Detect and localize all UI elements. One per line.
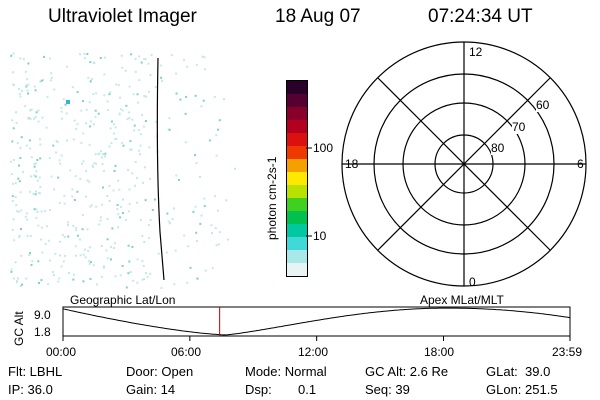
colorbar-tick-100: 100 bbox=[313, 141, 334, 155]
colorbar-band bbox=[287, 94, 307, 107]
time-label: 07:24:34 UT bbox=[428, 6, 533, 27]
colorbar-band bbox=[287, 185, 307, 198]
colorbar-tick-mark-100 bbox=[306, 147, 312, 149]
auroral-image-geographic bbox=[10, 52, 236, 289]
date-label: 18 Aug 07 bbox=[275, 6, 361, 27]
timeline-ticks bbox=[62, 336, 571, 341]
polar-mlt-plot bbox=[341, 41, 587, 287]
gain-value: Gain: 14 bbox=[126, 382, 176, 397]
colorbar-band bbox=[287, 198, 307, 211]
lat-label-70: 70 bbox=[512, 120, 526, 134]
altitude-curve bbox=[62, 307, 571, 336]
x-tick-1200: 12:00 bbox=[298, 345, 329, 359]
x-tick-0000: 00:00 bbox=[46, 345, 77, 359]
dsp-value: 0.1 bbox=[298, 382, 317, 397]
mlt-label-18: 18 bbox=[345, 157, 359, 171]
mlt-label-0: 0 bbox=[469, 275, 476, 289]
colorbar-band bbox=[287, 250, 307, 263]
colorbar bbox=[286, 80, 308, 277]
terminator-line bbox=[156, 57, 165, 281]
gc-alt-value: GC Alt: 2.6 Re bbox=[365, 364, 449, 379]
lat-label-60: 60 bbox=[536, 98, 550, 112]
filter-value: Flt: LBHL bbox=[8, 364, 63, 379]
mlt-label-12: 12 bbox=[469, 45, 483, 59]
timeline-frame bbox=[62, 306, 571, 337]
altitude-timeline-plot bbox=[62, 306, 571, 341]
door-value: Door: Open bbox=[126, 364, 194, 379]
dsp-label: Dsp: bbox=[245, 382, 272, 397]
colorbar-band bbox=[287, 146, 307, 159]
instrument-title: Ultraviolet Imager bbox=[48, 6, 197, 27]
x-tick-1800: 18:00 bbox=[424, 345, 455, 359]
colorbar-band bbox=[287, 81, 307, 94]
x-tick-0600: 06:00 bbox=[171, 345, 202, 359]
gc-alt-axis-label: GC Alt bbox=[12, 311, 26, 346]
ip-value: IP: 36.0 bbox=[8, 382, 53, 397]
geographic-title: Geographic Lat/Lon bbox=[70, 293, 176, 307]
glon-value: GLon: 251.5 bbox=[486, 382, 558, 397]
polar-diagonal-2 bbox=[377, 77, 551, 251]
colorbar-band bbox=[287, 237, 307, 250]
colorbar-band bbox=[287, 133, 307, 146]
colorbar-band bbox=[287, 107, 307, 120]
colorbar-tick-mark-10 bbox=[306, 235, 312, 237]
colorbar-band bbox=[287, 224, 307, 237]
colorbar-band bbox=[287, 211, 307, 224]
mlt-label-6: 6 bbox=[577, 157, 584, 171]
colorbar-tick-10: 10 bbox=[313, 229, 327, 243]
x-tick-2359: 23:59 bbox=[552, 345, 583, 359]
y-tick-low: 1.8 bbox=[34, 325, 51, 339]
colorbar-band bbox=[287, 159, 307, 172]
apex-title: Apex MLat/MLT bbox=[420, 293, 504, 307]
y-tick-high: 9.0 bbox=[34, 308, 51, 322]
mode-value: Mode: Normal bbox=[245, 364, 327, 379]
colorbar-band bbox=[287, 120, 307, 133]
seq-value: Seq: 39 bbox=[365, 382, 410, 397]
colorbar-unit-label: photon cm-2s-1 bbox=[265, 156, 279, 240]
lat-label-80: 80 bbox=[491, 141, 505, 155]
emission-speckles bbox=[10, 52, 236, 289]
colorbar-band bbox=[287, 172, 307, 185]
glat-value: GLat: 39.0 bbox=[486, 364, 551, 379]
colorbar-band bbox=[287, 263, 307, 276]
